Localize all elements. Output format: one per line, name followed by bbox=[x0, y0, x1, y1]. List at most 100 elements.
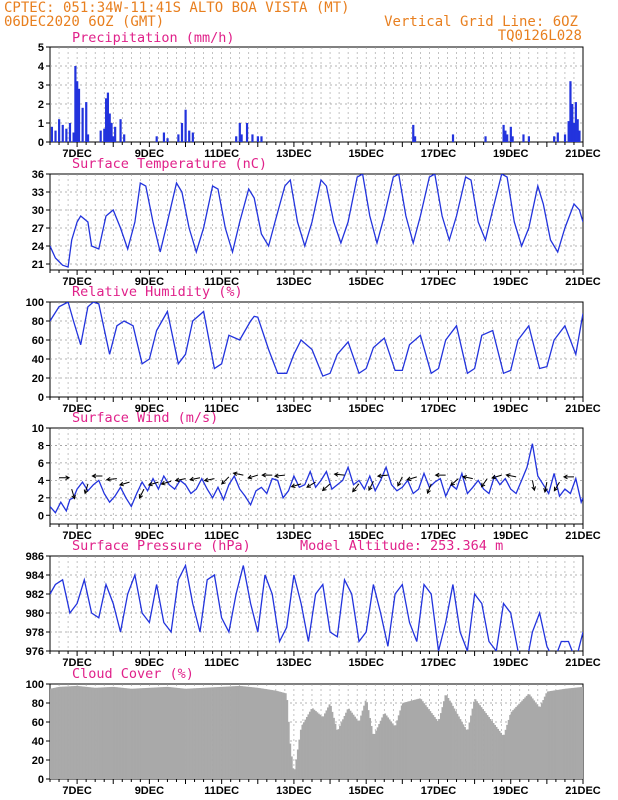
cloud-bar bbox=[68, 686, 70, 779]
cloud-bar bbox=[503, 734, 506, 779]
cloud-bar bbox=[436, 721, 439, 779]
cloud-bar bbox=[60, 686, 63, 779]
cloud-bar bbox=[174, 687, 177, 779]
cloud-bar bbox=[337, 729, 340, 779]
pres-xtick-label: 19DEC bbox=[493, 657, 529, 669]
cloud-bar bbox=[197, 688, 200, 779]
cloud-bar bbox=[339, 725, 341, 779]
wind-vector bbox=[189, 476, 201, 482]
cloud-bar bbox=[248, 686, 251, 779]
wind-vector bbox=[59, 475, 71, 481]
wind-xtick-label: 11DEC bbox=[204, 530, 239, 542]
precip-bar bbox=[114, 126, 117, 142]
cloud-bar bbox=[199, 687, 201, 779]
cloud-bar bbox=[173, 687, 176, 779]
cloud-bar bbox=[259, 688, 262, 779]
wind-vector bbox=[138, 488, 145, 499]
cloud-bar bbox=[430, 713, 433, 779]
wind-xtick-label: 9DEC bbox=[135, 530, 164, 542]
wind-vector bbox=[480, 478, 488, 488]
cloud-bar bbox=[396, 720, 399, 779]
cloud-bar bbox=[96, 687, 99, 779]
precip-bar bbox=[506, 134, 509, 142]
cloud-bar bbox=[405, 702, 408, 779]
cloud-bar bbox=[519, 702, 522, 779]
header-grid-note: Vertical Grid Line: 6OZ bbox=[384, 14, 578, 30]
precip-bar bbox=[238, 123, 241, 142]
rh-ytick-label: 20 bbox=[32, 373, 44, 385]
cloud-bar bbox=[537, 706, 540, 779]
cloud-bar bbox=[420, 699, 423, 779]
precip-bar bbox=[110, 123, 113, 142]
precip-bar bbox=[86, 134, 90, 142]
cloud-bar bbox=[158, 687, 161, 779]
precip-bar bbox=[65, 128, 68, 142]
precip-bar bbox=[556, 132, 559, 142]
wind-vector bbox=[352, 483, 360, 493]
wind-vector bbox=[273, 473, 285, 479]
wind-vector bbox=[450, 478, 459, 487]
cloud-bar bbox=[117, 687, 120, 779]
cloud-bar bbox=[488, 717, 490, 779]
cloud-bar bbox=[194, 688, 197, 779]
cloud-bar bbox=[226, 686, 228, 779]
wind-ytick-label: 8 bbox=[38, 440, 44, 452]
rh-xtick-label: 11DEC bbox=[204, 403, 239, 415]
precip-bar bbox=[184, 109, 187, 142]
cloud-bar bbox=[298, 739, 301, 779]
cloud-bar bbox=[525, 695, 528, 779]
wind-vector bbox=[247, 474, 258, 480]
cloud-bar bbox=[373, 733, 376, 779]
precip-bar bbox=[484, 136, 487, 142]
cloud-bar bbox=[331, 711, 334, 779]
wind-xtick-label: 15DEC bbox=[348, 530, 384, 542]
temp-xtick-label: 9DEC bbox=[135, 276, 164, 288]
wind-vector bbox=[306, 481, 316, 488]
cloud-bar bbox=[575, 687, 578, 779]
cloud-bar bbox=[311, 708, 314, 779]
cloud-bar bbox=[551, 690, 554, 779]
cloud-bar bbox=[200, 687, 203, 779]
cloud-bar bbox=[205, 687, 207, 779]
cloud-bar bbox=[233, 686, 236, 779]
cloud-bar bbox=[93, 687, 96, 779]
cloud-bar bbox=[424, 705, 427, 779]
cloud-bar bbox=[474, 699, 477, 779]
precip-bar bbox=[553, 136, 556, 142]
cloud-bar bbox=[378, 724, 381, 779]
cloud-bar bbox=[247, 686, 250, 779]
cloud-bar bbox=[382, 714, 385, 779]
cloud-ytick-label: 20 bbox=[32, 755, 44, 767]
precip-bar bbox=[251, 134, 254, 142]
cloud-bar bbox=[452, 705, 454, 779]
pres-annotation: Model Altitude: 253.364 m bbox=[300, 538, 503, 554]
cloud-bar bbox=[501, 734, 504, 779]
precip-bar bbox=[511, 136, 514, 142]
cloud-ytick-label: 100 bbox=[26, 679, 44, 691]
cloud-bar bbox=[266, 689, 269, 779]
cloud-bar bbox=[272, 690, 275, 779]
cloud-bar bbox=[304, 719, 307, 779]
precip-bar bbox=[191, 132, 194, 142]
rh-xtick-label: 19DEC bbox=[493, 403, 529, 415]
precip-bar bbox=[155, 136, 158, 142]
cloud-bar bbox=[516, 705, 519, 779]
cloud-bar bbox=[412, 700, 415, 779]
cloud-bar bbox=[379, 720, 382, 779]
cloud-bar bbox=[177, 688, 180, 779]
precip-bar bbox=[451, 134, 455, 142]
cloud-bar bbox=[241, 686, 244, 779]
precip-ytick-label: 5 bbox=[38, 42, 44, 54]
cloud-bar bbox=[215, 687, 218, 779]
cloud-ytick-label: 0 bbox=[38, 774, 44, 786]
rh-ytick-label: 80 bbox=[32, 316, 44, 328]
cloud-bar bbox=[370, 725, 373, 779]
cloud-bar bbox=[87, 687, 90, 779]
cloud-bar bbox=[515, 706, 518, 779]
cloud-bar bbox=[132, 688, 135, 779]
pres-xtick-label: 7DEC bbox=[62, 657, 91, 669]
cloud-bar bbox=[227, 686, 230, 779]
cloud-bar bbox=[182, 688, 185, 779]
header-model: TQ0126L028 bbox=[498, 28, 582, 44]
wind-panel: 0 2 4 6 8 10 7DEC 9DEC 11DEC 13DEC 15DEC 17DEC 19DEC… bbox=[32, 410, 601, 542]
